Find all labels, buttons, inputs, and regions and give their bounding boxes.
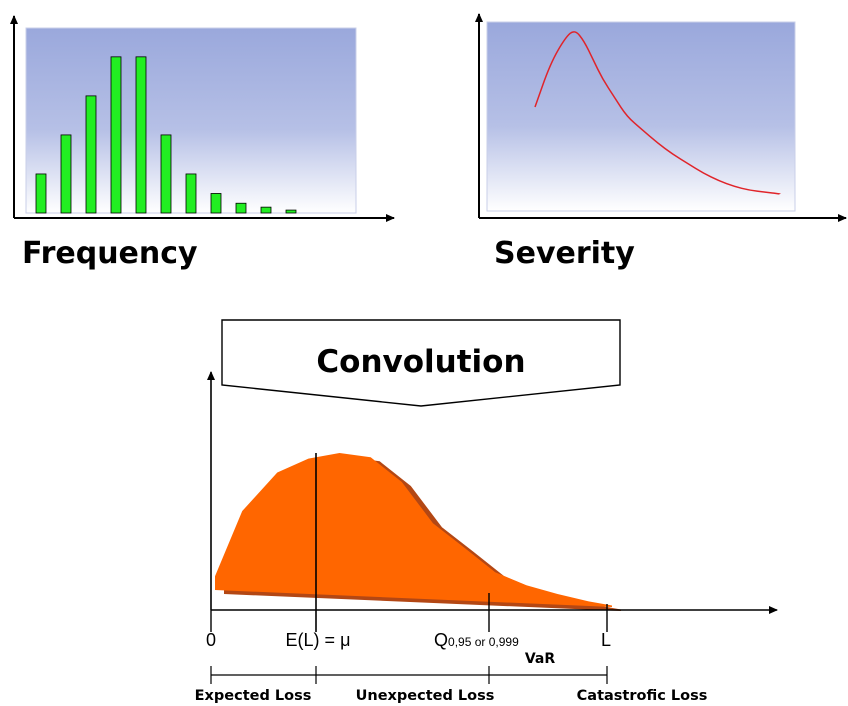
convolution-title: Convolution bbox=[316, 344, 525, 380]
frequency-bar bbox=[235, 202, 247, 214]
tick-label-zero: 0 bbox=[206, 630, 216, 650]
tick-label-quantile-sub: 0,95 or 0,999 bbox=[448, 635, 519, 649]
frequency-bars bbox=[35, 56, 297, 214]
frequency-caption: Frequency bbox=[22, 236, 198, 271]
tick-label-quantile-main: Q bbox=[434, 630, 448, 650]
frequency-bar bbox=[160, 134, 172, 214]
frequency-bar bbox=[260, 206, 272, 214]
frequency-panel: Frequency bbox=[10, 15, 395, 271]
frequency-bar bbox=[210, 193, 222, 214]
tick-label-expected-loss: E(L) = μ bbox=[286, 630, 351, 650]
severity-panel: Severity bbox=[475, 13, 847, 271]
region-label-catastrofic-loss: Catastrofic Loss bbox=[577, 688, 708, 704]
convolution-panel: Convolution 0 E(L) = μ Q0,95 or 0,999 L … bbox=[195, 319, 778, 704]
convolution-callout bbox=[221, 319, 621, 407]
frequency-bar bbox=[35, 173, 47, 214]
frequency-bar bbox=[185, 173, 197, 214]
severity-plot-background bbox=[486, 21, 796, 212]
frequency-bar bbox=[60, 134, 72, 214]
frequency-bar bbox=[110, 56, 122, 214]
severity-caption: Severity bbox=[494, 236, 635, 271]
frequency-bar bbox=[135, 56, 147, 214]
frequency-bar bbox=[285, 209, 297, 214]
region-label-expected-loss: Expected Loss bbox=[195, 688, 312, 704]
region-label-unexpected-loss: Unexpected Loss bbox=[356, 688, 495, 704]
frequency-bar bbox=[85, 95, 97, 214]
severity-curve bbox=[534, 31, 781, 195]
loss-distribution-area bbox=[215, 453, 612, 607]
tick-label-limit: L bbox=[601, 630, 611, 650]
var-label: VaR bbox=[525, 651, 556, 667]
tick-label-quantile: Q0,95 or 0,999 bbox=[434, 630, 519, 650]
